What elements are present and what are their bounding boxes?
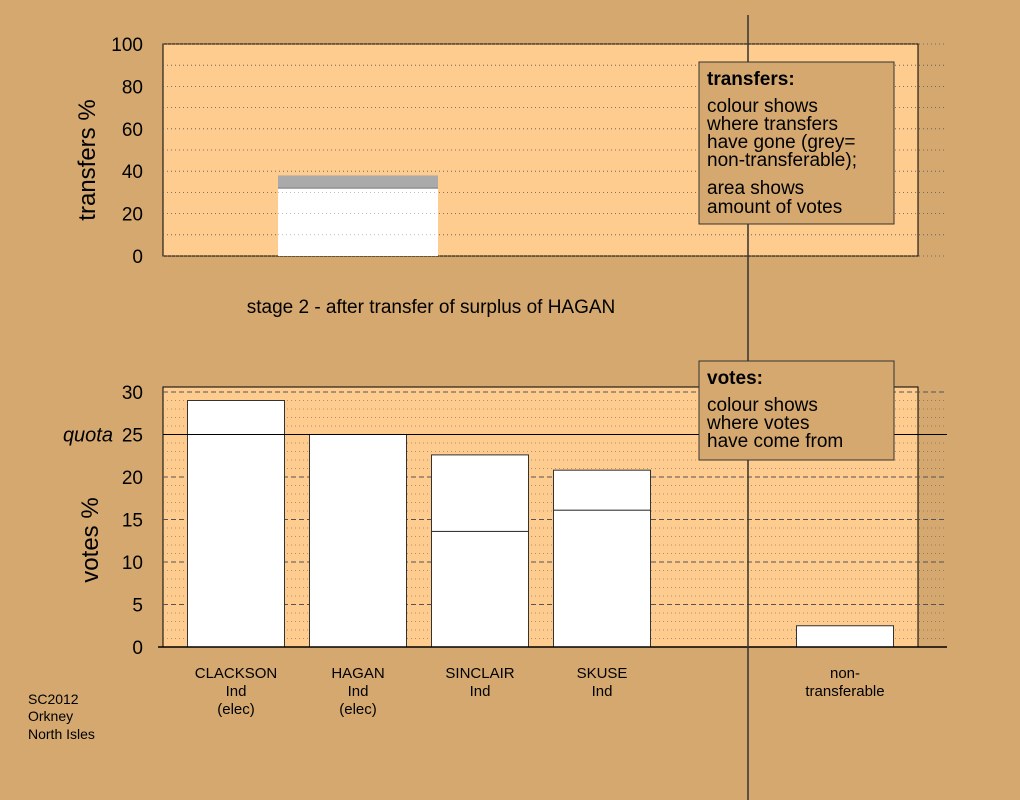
votes-legend-box xyxy=(698,360,895,461)
stage-title: stage 2 - after transfer of surplus of H… xyxy=(247,297,616,318)
x-tick-label: Ind xyxy=(348,683,369,700)
transfers-legend-title: transfers: xyxy=(707,69,795,90)
transfers-legend-line: where transfers xyxy=(706,114,838,135)
x-tick-label: (elec) xyxy=(217,701,255,718)
y-tick-label: 80 xyxy=(122,77,143,98)
transfers-gridlines xyxy=(163,43,947,257)
votes-legend-title: votes: xyxy=(707,368,763,389)
y-tick-label: 15 xyxy=(122,511,143,532)
y-tick-label: 5 xyxy=(132,596,143,617)
x-tick-label: non- xyxy=(830,665,860,682)
votes-x-labels: CLACKSONInd(elec)HAGANInd(elec)SINCLAIRI… xyxy=(195,665,885,718)
vote-bar-segment xyxy=(796,625,894,648)
x-tick-label: SKUSE xyxy=(577,665,628,682)
x-tick-label: SINCLAIR xyxy=(445,665,514,682)
x-tick-label: Ind xyxy=(226,683,247,700)
y-tick-label: 20 xyxy=(122,468,143,489)
transfers-y-ticks: 0 20 40 60 80 100 xyxy=(111,35,143,268)
quota-label: quota xyxy=(63,425,113,447)
footer-line: SC2012 xyxy=(28,691,79,707)
votes-legend-line: where votes xyxy=(706,413,809,434)
footer-line: North Isles xyxy=(28,726,95,742)
transfer-segment-non-transferable xyxy=(278,175,438,189)
votes-legend: votes: colour shows where votes have com… xyxy=(698,360,895,461)
vote-bar-segment xyxy=(553,509,651,648)
transfers-legend-line: colour shows xyxy=(707,96,818,117)
y-tick-label: 40 xyxy=(122,162,143,183)
y-tick-label: 0 xyxy=(132,247,143,268)
y-tick-label: 30 xyxy=(122,383,143,404)
y-tick-label: 0 xyxy=(132,638,143,659)
y-tick-label: 25 xyxy=(122,426,143,447)
transfers-legend-line: have gone (grey= xyxy=(707,132,855,153)
y-tick-label: 20 xyxy=(122,205,143,226)
x-tick-label: CLACKSON xyxy=(195,665,278,682)
footer-note: SC2012 Orkney North Isles xyxy=(28,691,95,742)
transfer-segment-transferred xyxy=(278,188,438,256)
votes-legend-line: have come from xyxy=(707,431,843,452)
footer-line: Orkney xyxy=(28,708,73,724)
transfers-bars xyxy=(278,175,438,256)
transfers-legend-line: non-transferable); xyxy=(707,150,857,171)
transfers-legend-box xyxy=(698,61,895,225)
y-tick-label: 10 xyxy=(122,553,143,574)
votes-bars xyxy=(187,400,894,648)
y-tick-label: 100 xyxy=(111,35,143,56)
x-tick-label: Ind xyxy=(592,683,613,700)
vote-bar-segment xyxy=(187,400,285,648)
transfers-y-label: transfers % xyxy=(74,99,101,220)
transfers-legend: transfers: colour shows where transfers … xyxy=(698,61,895,225)
votes-legend-line: colour shows xyxy=(707,395,818,416)
votes-y-ticks: 0 5 10 15 20 25 30 xyxy=(122,383,143,659)
vote-bar-segment xyxy=(553,469,651,511)
x-tick-label: transferable xyxy=(805,683,884,700)
votes-y-label: votes % xyxy=(77,497,104,582)
x-tick-label: Ind xyxy=(470,683,491,700)
vote-bar-segment xyxy=(431,454,529,532)
vote-bar-segment xyxy=(309,434,407,648)
x-tick-label: (elec) xyxy=(339,701,377,718)
transfers-legend-line: amount of votes xyxy=(707,197,842,218)
vote-bar-segment xyxy=(431,530,529,648)
x-tick-label: HAGAN xyxy=(331,665,384,682)
transfers-legend-line: area shows xyxy=(707,178,804,199)
y-tick-label: 60 xyxy=(122,120,143,141)
